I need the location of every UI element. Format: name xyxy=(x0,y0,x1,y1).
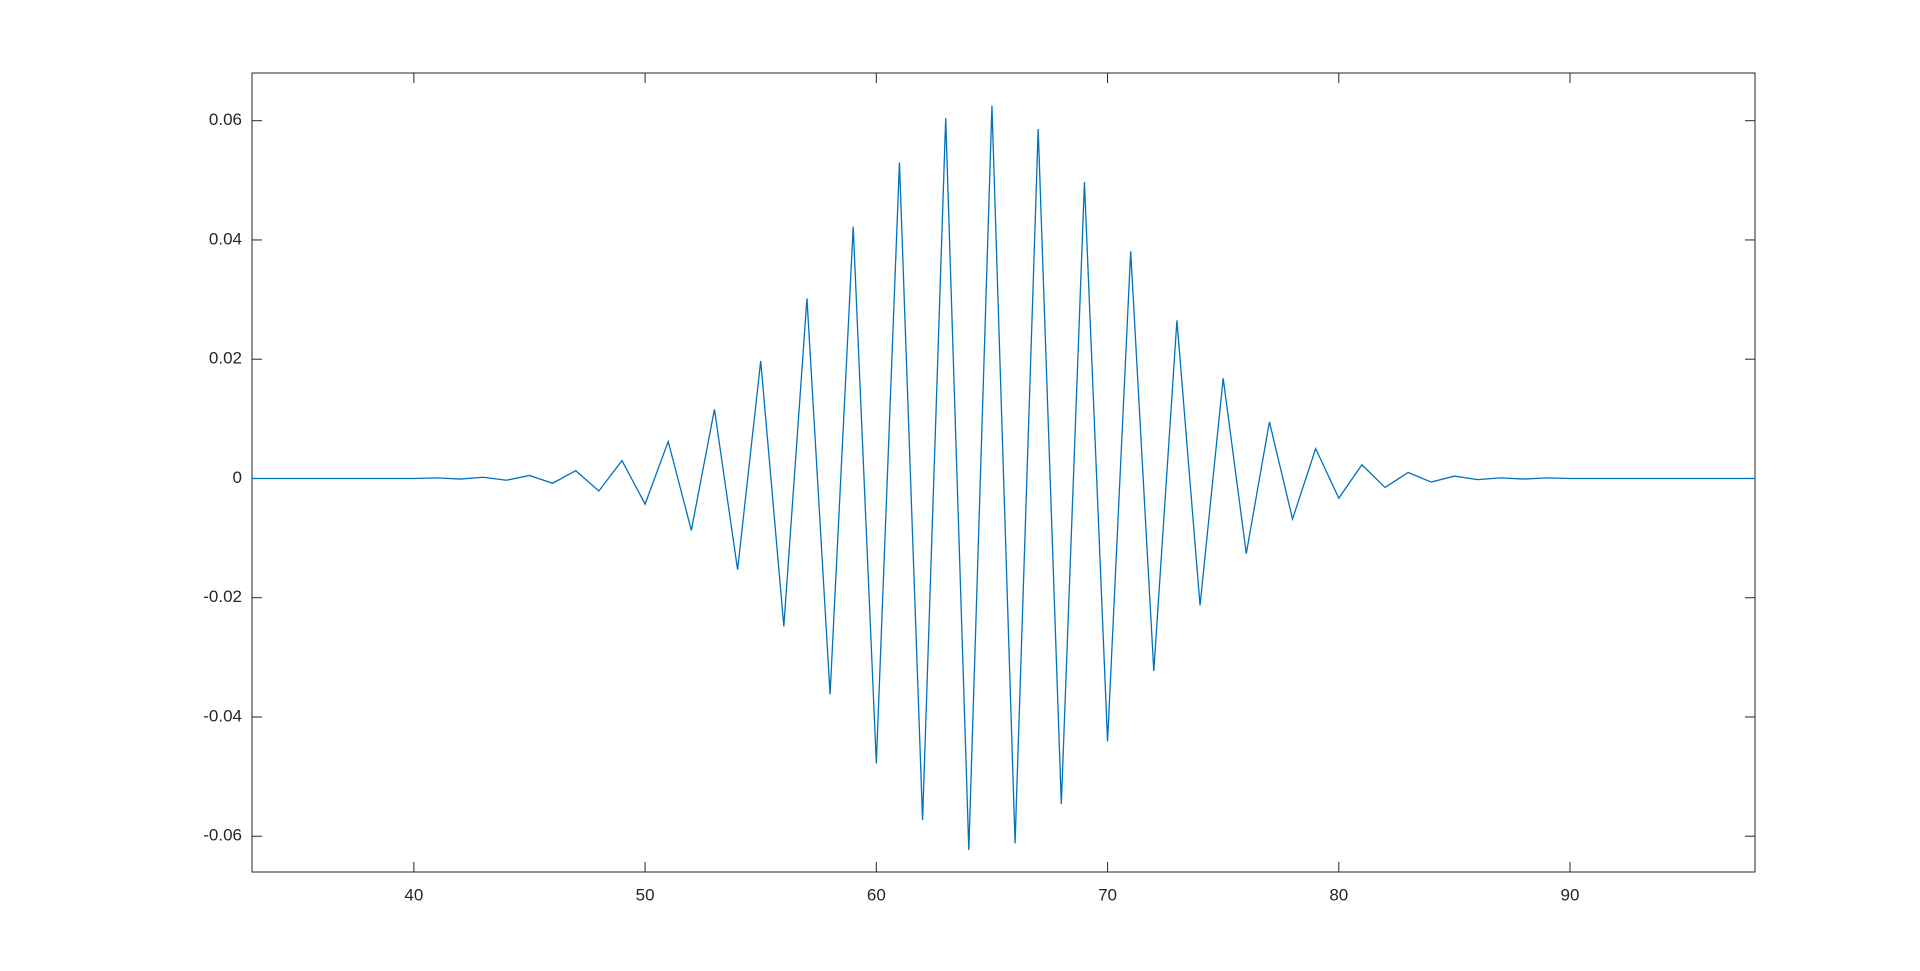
y-tick-label: 0.06 xyxy=(209,110,242,129)
x-tick-label: 70 xyxy=(1098,885,1117,904)
y-tick-label: 0.04 xyxy=(209,229,242,248)
x-tick-label: 60 xyxy=(867,885,886,904)
y-tick-label: 0.02 xyxy=(209,349,242,368)
x-tick-label: 50 xyxy=(636,885,655,904)
y-tick-label: 0 xyxy=(233,468,242,487)
y-tick-label: -0.02 xyxy=(203,587,242,606)
y-tick-label: -0.06 xyxy=(203,826,242,845)
x-tick-label: 40 xyxy=(404,885,423,904)
data-line xyxy=(252,105,1755,850)
x-tick-label: 90 xyxy=(1561,885,1580,904)
axes-box xyxy=(251,72,1756,873)
x-tick-label: 80 xyxy=(1329,885,1348,904)
y-tick-label: -0.04 xyxy=(203,706,242,725)
